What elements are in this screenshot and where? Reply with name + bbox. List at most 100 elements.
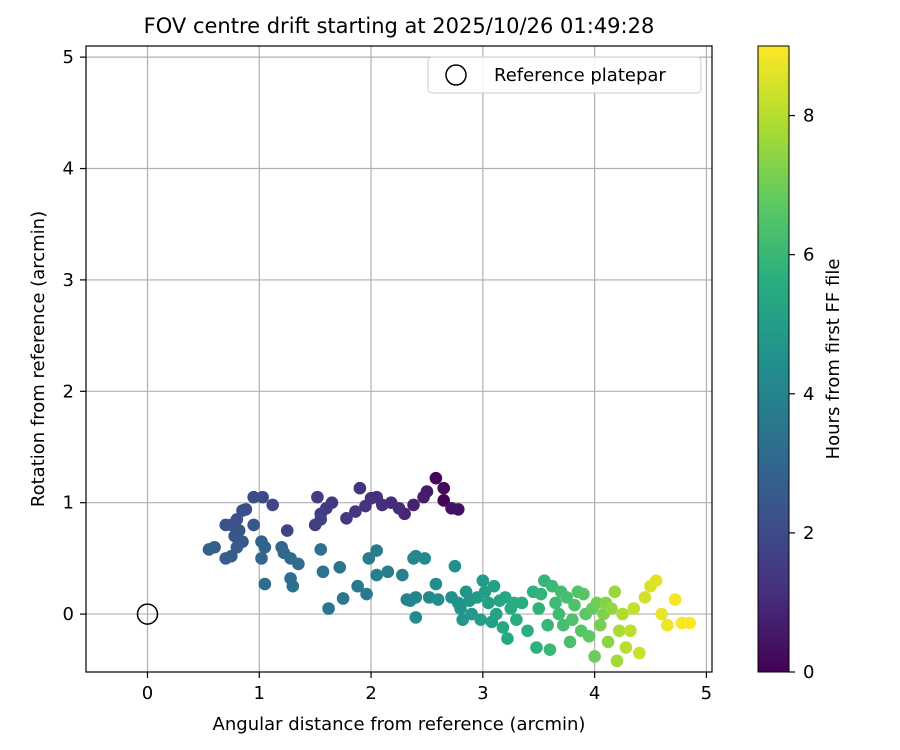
y-tick-label: 4 (63, 159, 74, 180)
colorbar-gradient (757, 45, 790, 673)
legend-box (427, 56, 702, 94)
data-point (474, 613, 487, 626)
data-point (515, 596, 529, 610)
data-point (549, 596, 562, 610)
data-point (489, 607, 503, 621)
y-tick-label: 2 (63, 381, 74, 402)
colorbar-tick-label: 4 (803, 384, 814, 405)
data-point (429, 471, 443, 485)
data-point (256, 490, 269, 504)
data-point (476, 574, 490, 587)
data-point (418, 552, 432, 565)
data-point (501, 632, 514, 645)
data-point (286, 579, 300, 593)
y-tick-label: 3 (63, 270, 74, 291)
data-point (360, 587, 373, 601)
x-axis-label: Angular distance from reference (arcmin) (213, 714, 586, 735)
data-point (633, 646, 646, 660)
colorbar-tick-label: 6 (803, 245, 814, 266)
data-point (593, 618, 607, 632)
data-point (619, 641, 633, 654)
data-point (541, 618, 554, 632)
data-point (316, 565, 330, 579)
data-point (407, 498, 420, 512)
data-point (563, 635, 577, 649)
data-point (429, 577, 443, 591)
data-point (568, 598, 581, 612)
data-point (601, 635, 615, 649)
data-point (362, 552, 376, 565)
data-point (649, 574, 663, 587)
colorbar-tick-label: 0 (803, 662, 814, 683)
data-point (660, 618, 674, 632)
colorbar-ticks: 0 2 4 6 8 (789, 106, 814, 683)
data-point (437, 481, 451, 495)
data-point (510, 613, 523, 626)
data-point (381, 565, 395, 579)
colorbar-tick-label: 2 (803, 523, 814, 544)
x-tick-label: 2 (365, 683, 376, 704)
data-point (280, 524, 294, 537)
x-tick-label: 3 (477, 683, 488, 704)
chart-title: FOV centre drift starting at 2025/10/26 … (144, 14, 655, 38)
data-point (314, 513, 328, 526)
data-point (560, 591, 573, 604)
data-point (333, 560, 347, 574)
data-point (588, 650, 601, 663)
data-point (409, 611, 423, 624)
data-point (431, 593, 445, 606)
y-tick-label: 0 (63, 604, 74, 625)
data-point (543, 643, 557, 657)
colorbar-label: Hours from first FF file (823, 259, 844, 460)
data-point (608, 585, 622, 599)
data-point (322, 602, 335, 615)
data-point (582, 630, 596, 643)
data-point (351, 579, 364, 593)
legend-label: Reference platepar (494, 65, 666, 86)
data-point (605, 602, 618, 615)
y-tick-label: 1 (63, 493, 74, 514)
data-point (590, 596, 604, 610)
data-point (258, 577, 272, 591)
data-point (638, 591, 652, 604)
data-point (336, 592, 350, 605)
data-point (409, 591, 423, 604)
data-point (565, 613, 579, 626)
data-point (552, 607, 566, 621)
data-point (683, 616, 696, 630)
data-point (577, 587, 590, 601)
data-point (359, 499, 372, 513)
data-point (616, 607, 629, 621)
grid (86, 46, 712, 672)
data-point (612, 624, 626, 638)
y-tick-label: 5 (63, 47, 74, 68)
data-point (655, 607, 668, 621)
data-point (487, 579, 501, 593)
x-axis-ticks: 0 1 2 3 4 5 (142, 672, 712, 704)
legend-reference-marker (445, 64, 467, 86)
data-point (610, 654, 624, 668)
data-point (340, 511, 353, 525)
data-points (202, 471, 696, 668)
colorbar-tick-label: 8 (803, 106, 814, 127)
data-point (314, 543, 328, 556)
legend: Reference platepar (427, 56, 702, 94)
y-axis-label: Rotation from reference (arcmin) (28, 211, 49, 507)
x-tick-label: 0 (142, 683, 153, 704)
data-point (521, 624, 534, 638)
data-point (624, 624, 637, 638)
data-point (311, 490, 324, 504)
data-point (258, 540, 272, 554)
data-point (532, 602, 546, 615)
data-point (255, 552, 268, 565)
data-point (530, 641, 543, 654)
data-point (437, 494, 451, 507)
data-point (534, 587, 548, 601)
x-tick-label: 5 (701, 683, 712, 704)
data-point (445, 501, 458, 515)
data-point (202, 543, 216, 556)
data-point (627, 602, 641, 615)
data-point (247, 518, 260, 532)
data-point (292, 557, 305, 571)
